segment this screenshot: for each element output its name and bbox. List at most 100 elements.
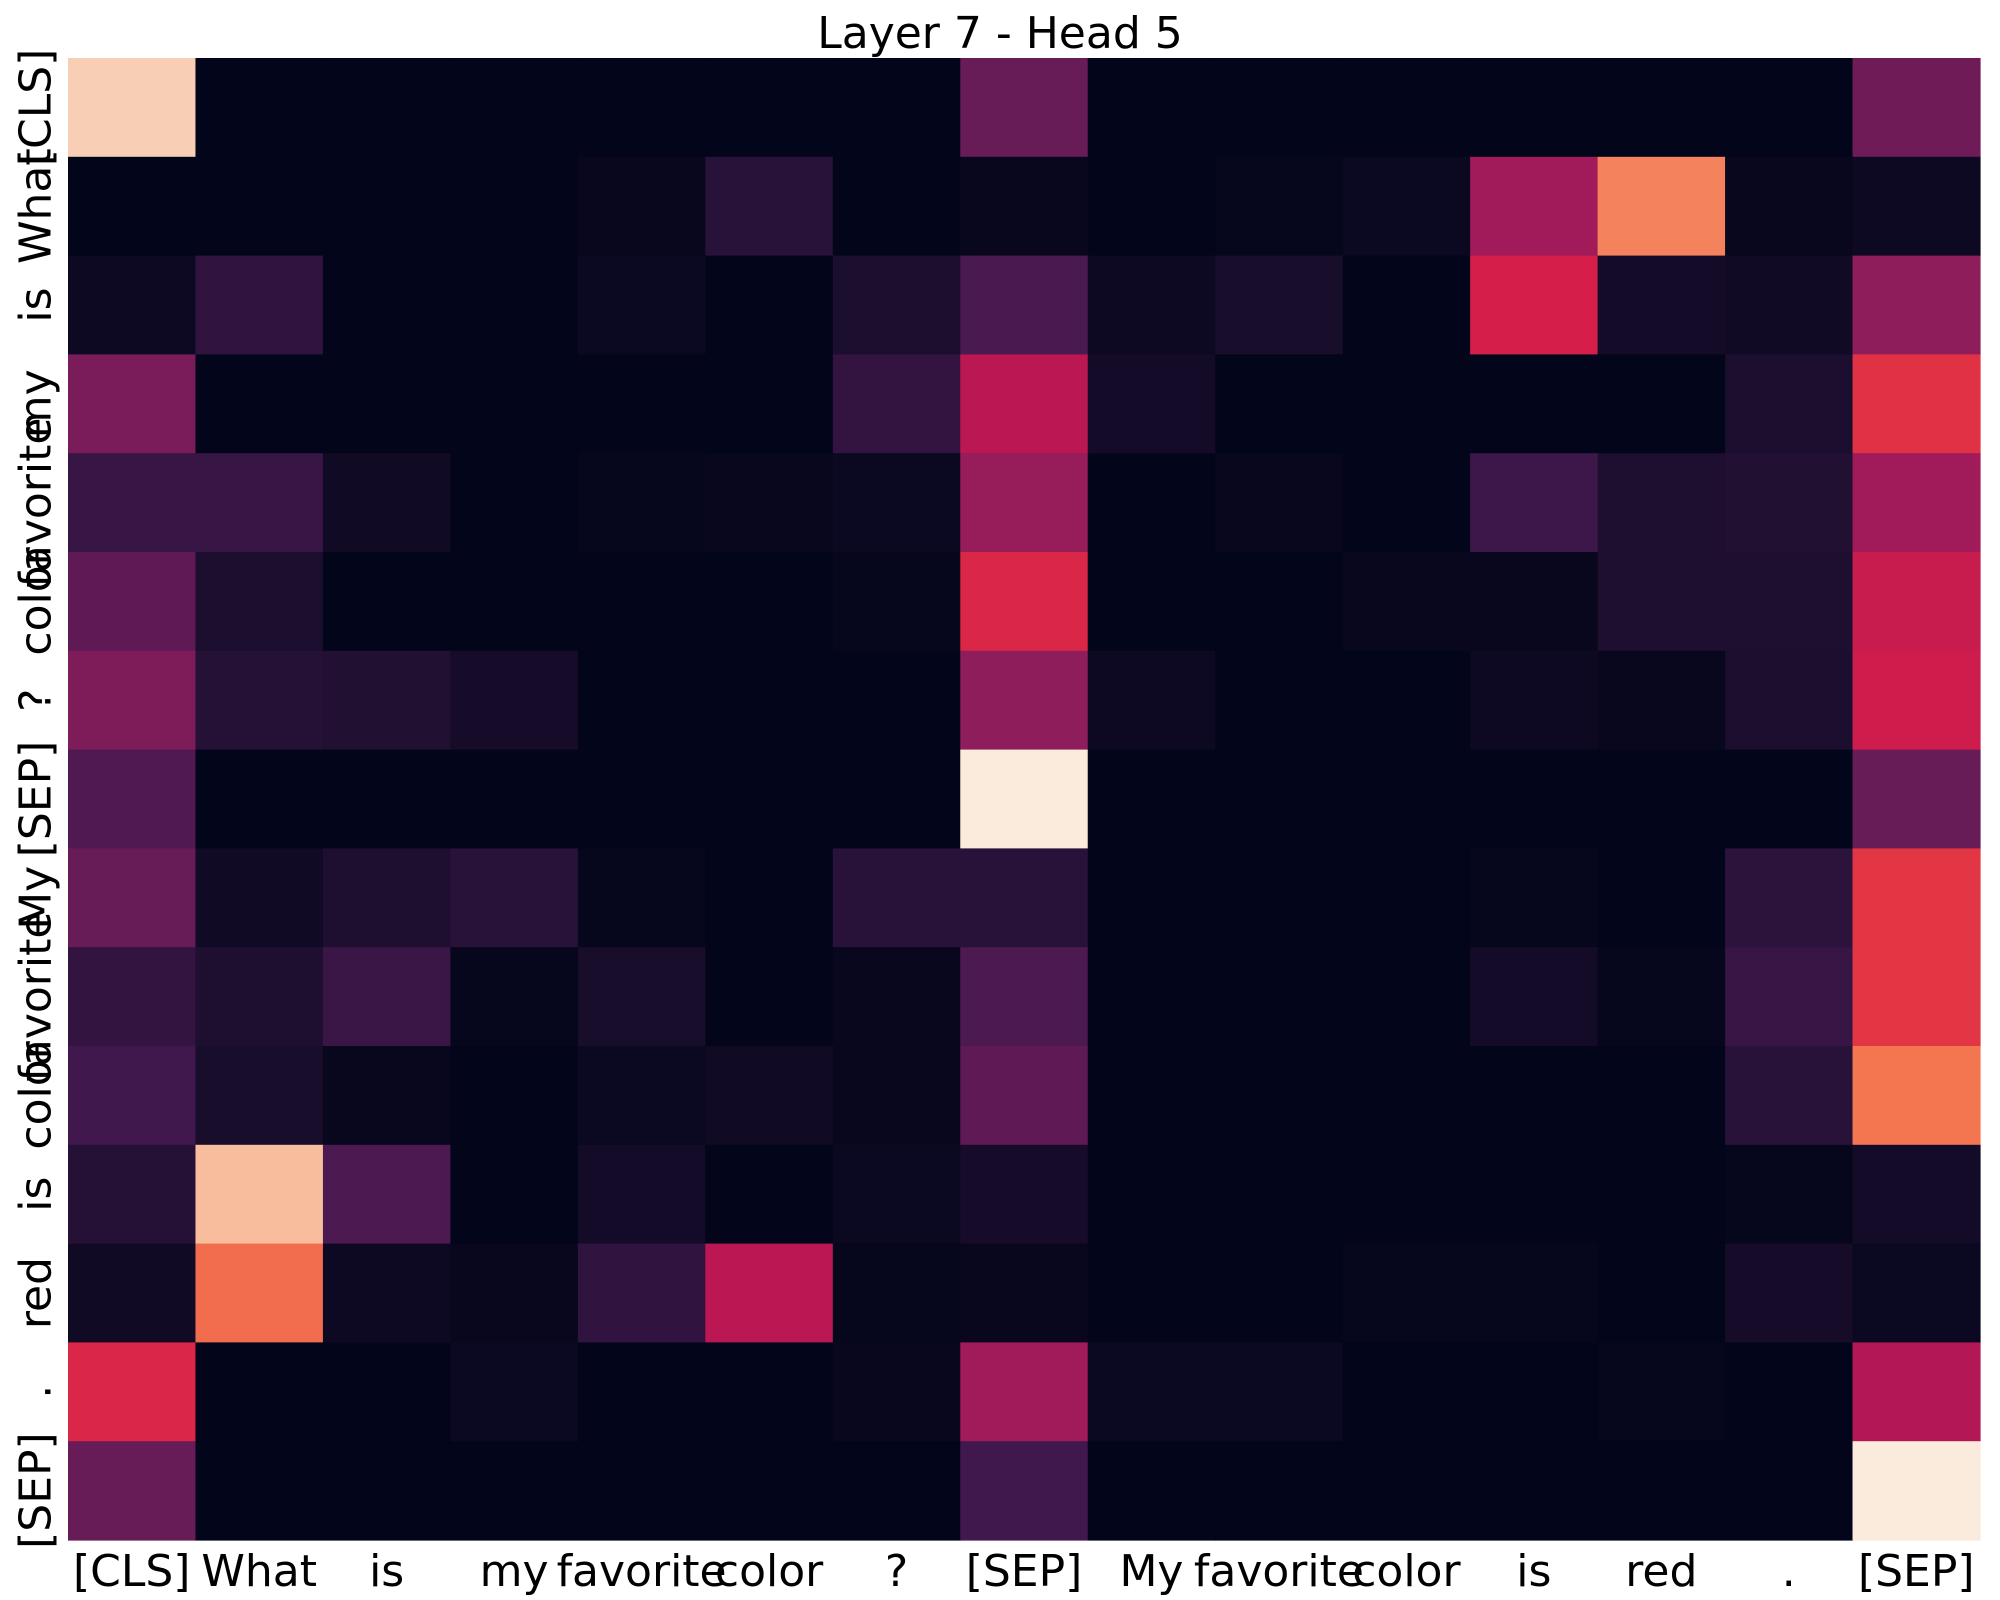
heatmap-cell — [195, 650, 324, 751]
x-tick-label: favorite — [1194, 1546, 1364, 1597]
heatmap-cell — [322, 1441, 451, 1541]
heatmap-cell — [1597, 650, 1726, 751]
y-tick-label: is — [11, 287, 62, 322]
heatmap-cell — [705, 947, 834, 1047]
heatmap-cell — [1087, 1144, 1216, 1245]
heatmap-cell — [1852, 1342, 1981, 1442]
heatmap-cell — [1470, 354, 1599, 454]
heatmap-cell — [1852, 354, 1981, 454]
heatmap-cell — [1342, 1144, 1471, 1245]
heatmap-cell — [1597, 1441, 1726, 1541]
heatmap-cell — [1725, 1046, 1854, 1146]
heatmap-cell — [68, 1144, 197, 1245]
x-tick-label: My — [1119, 1546, 1183, 1597]
heatmap-cell — [322, 255, 451, 355]
heatmap-cell — [705, 552, 834, 652]
heatmap-cell — [1215, 552, 1344, 652]
heatmap-cell — [1087, 453, 1216, 553]
heatmap-cell — [1470, 1046, 1599, 1146]
heatmap-cell — [1725, 848, 1854, 948]
heatmap-cell — [705, 58, 834, 158]
x-tick-label: . — [1782, 1546, 1796, 1597]
heatmap-cell — [1470, 1144, 1599, 1245]
heatmap-cell — [832, 947, 961, 1047]
heatmap-cell — [832, 354, 961, 454]
x-tick-label: ? — [885, 1546, 908, 1597]
heatmap-cell — [1852, 156, 1981, 257]
heatmap-cell — [1470, 749, 1599, 849]
y-tick-label: [CLS] — [11, 49, 62, 166]
heatmap-cell — [1852, 848, 1981, 948]
heatmap-cell — [195, 156, 324, 257]
heatmap-cell — [1852, 1144, 1981, 1245]
heatmap-cell — [1087, 552, 1216, 652]
heatmap-cell — [960, 58, 1089, 158]
heatmap-cell — [450, 650, 579, 751]
heatmap-cell — [705, 848, 834, 948]
heatmap-cell — [195, 453, 324, 553]
heatmap-cell — [1342, 1342, 1471, 1442]
heatmap-cell — [450, 255, 579, 355]
heatmap-cell — [450, 1046, 579, 1146]
heatmap-cell — [1470, 947, 1599, 1047]
heatmap-cell — [1597, 156, 1726, 257]
heatmap-cell — [1342, 552, 1471, 652]
heatmap-cell — [1597, 947, 1726, 1047]
heatmap-cell — [322, 1144, 451, 1245]
heatmap-cell — [1725, 749, 1854, 849]
heatmap-cell — [1725, 156, 1854, 257]
heatmap-cell — [450, 58, 579, 158]
heatmap-cell — [832, 156, 961, 257]
heatmap-cell — [1087, 156, 1216, 257]
heatmap-cell — [705, 1441, 834, 1541]
heatmap-cell — [1725, 255, 1854, 355]
heatmap-cell — [577, 255, 706, 355]
heatmap-cell — [1597, 1144, 1726, 1245]
y-tick-label: red — [11, 1257, 62, 1329]
heatmap-cell — [450, 1144, 579, 1245]
heatmap-cell — [1342, 749, 1471, 849]
heatmap-cell — [68, 354, 197, 454]
heatmap-cell — [450, 1441, 579, 1541]
heatmap-cell — [322, 1342, 451, 1442]
heatmap-cell — [832, 848, 961, 948]
heatmap-cell — [705, 1046, 834, 1146]
heatmap-cell — [832, 1441, 961, 1541]
heatmap-cell — [1215, 1441, 1344, 1541]
x-tick-label: my — [480, 1546, 549, 1597]
heatmap-cell — [68, 156, 197, 257]
heatmap-cell — [322, 58, 451, 158]
x-tick-label: [SEP] — [1858, 1546, 1975, 1597]
heatmap-cell — [1597, 552, 1726, 652]
heatmap-cell — [832, 650, 961, 751]
heatmap-cell — [1725, 650, 1854, 751]
heatmap-cell — [1725, 552, 1854, 652]
heatmap-cell — [1087, 255, 1216, 355]
heatmap-cell — [1597, 453, 1726, 553]
heatmap-cell — [1215, 848, 1344, 948]
heatmap-cell — [1215, 1144, 1344, 1245]
heatmap-cell — [195, 1441, 324, 1541]
heatmap-cell — [1087, 947, 1216, 1047]
heatmap-cell — [577, 1046, 706, 1146]
x-tick-label: color — [1352, 1546, 1461, 1597]
heatmap-cell — [832, 1342, 961, 1442]
heatmap-cell — [195, 552, 324, 652]
heatmap-cell — [68, 1046, 197, 1146]
heatmap-cell — [1342, 58, 1471, 158]
heatmap-cell — [705, 255, 834, 355]
heatmap-cell — [960, 156, 1089, 257]
heatmap-cell — [195, 848, 324, 948]
heatmap-cell — [450, 453, 579, 553]
heatmap-cell — [832, 58, 961, 158]
heatmap-cell — [1597, 848, 1726, 948]
heatmap-cell — [832, 1144, 961, 1245]
heatmap-cell — [1470, 255, 1599, 355]
heatmap-cell — [1215, 1342, 1344, 1442]
heatmap-cell — [450, 848, 579, 948]
heatmap-cell — [1342, 848, 1471, 948]
heatmap-cell — [1725, 453, 1854, 553]
heatmap-cell — [1470, 650, 1599, 751]
